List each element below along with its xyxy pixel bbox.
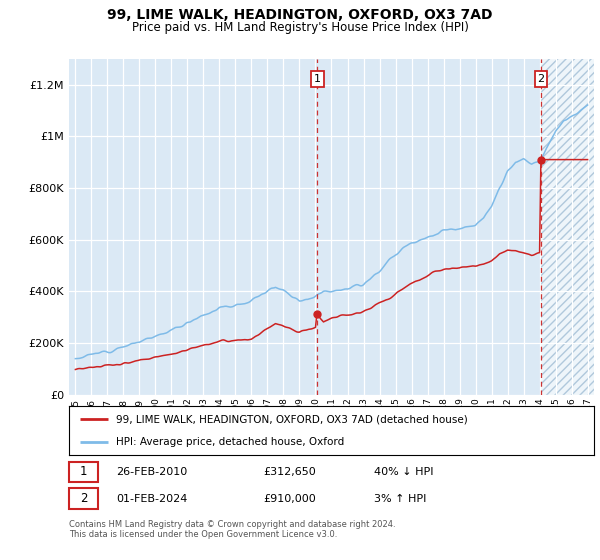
Text: 26-FEB-2010: 26-FEB-2010 [116,467,187,477]
Text: Contains HM Land Registry data © Crown copyright and database right 2024.
This d: Contains HM Land Registry data © Crown c… [69,520,395,539]
Text: 01-FEB-2024: 01-FEB-2024 [116,494,188,504]
Text: 1: 1 [80,465,87,478]
Text: 99, LIME WALK, HEADINGTON, OXFORD, OX3 7AD: 99, LIME WALK, HEADINGTON, OXFORD, OX3 7… [107,8,493,22]
Text: 1: 1 [314,74,321,84]
Text: 99, LIME WALK, HEADINGTON, OXFORD, OX3 7AD (detached house): 99, LIME WALK, HEADINGTON, OXFORD, OX3 7… [116,414,468,424]
Text: 2: 2 [80,492,87,505]
Text: 40% ↓ HPI: 40% ↓ HPI [373,467,433,477]
Text: £312,650: £312,650 [263,467,316,477]
Text: 2: 2 [537,74,544,84]
FancyBboxPatch shape [69,462,98,482]
Bar [541,59,594,395]
Text: 3% ↑ HPI: 3% ↑ HPI [373,494,426,504]
Text: Price paid vs. HM Land Registry's House Price Index (HPI): Price paid vs. HM Land Registry's House … [131,21,469,34]
Text: £910,000: £910,000 [263,494,316,504]
Text: HPI: Average price, detached house, Oxford: HPI: Average price, detached house, Oxfo… [116,437,344,446]
FancyBboxPatch shape [69,488,98,508]
